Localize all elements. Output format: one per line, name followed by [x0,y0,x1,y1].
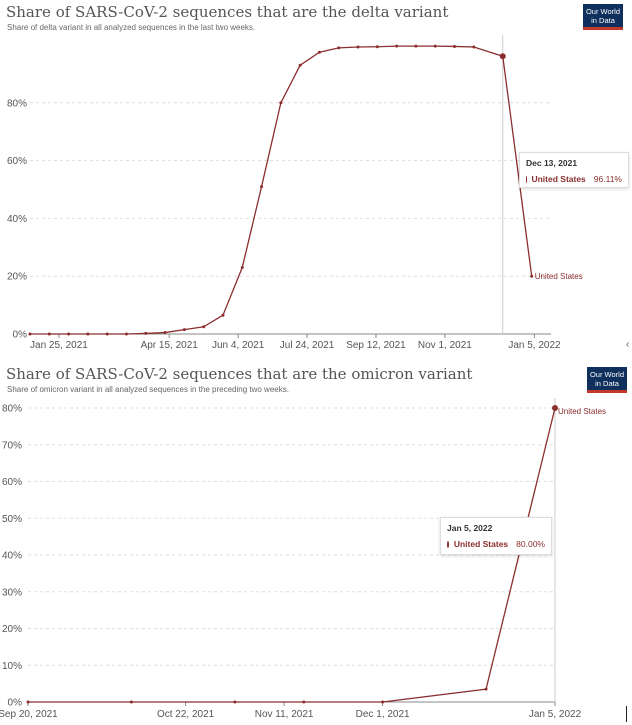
x-tick-label: Jan 5, 2022 [508,340,561,351]
y-tick-label: 60% [7,156,27,167]
hover-point [552,405,558,411]
omicron-line-chart[interactable]: 0% 10% 20% 30% 40% 50% 60% 70% 80% Sep 20, 2021 Oc… [0,362,632,725]
y-tick-label: 60% [2,477,22,488]
data-point [453,44,457,48]
x-tick-label: Apr 15, 2021 [141,340,199,351]
text-cursor [626,706,627,722]
series-end-label: United States [535,272,583,281]
data-point [67,332,71,336]
data-point [144,331,148,335]
x-tick-label: Jan 5, 2022 [529,709,582,720]
data-point [530,274,534,278]
x-tick-label: Sep 12, 2021 [346,340,406,351]
data-point [86,332,90,336]
x-tick-label: Nov 1, 2021 [418,340,472,351]
data-point [375,45,379,49]
data-point [472,45,476,49]
data-point [129,700,133,704]
x-tick-label: Nov 11, 2021 [255,709,314,720]
data-point [124,332,128,336]
tooltip-value: 96.11% [593,174,622,184]
y-tick-label: 0% [13,330,28,341]
chart-title: Share of SARS-CoV-2 sequences that are t… [6,365,473,383]
tooltip-date: Dec 13, 2021 [526,158,578,168]
x-tick-label: Sep 20, 2021 [0,709,58,720]
data-point [233,700,237,704]
x-tick-label: Dec 1, 2021 [356,709,410,720]
delta-line-chart[interactable]: 0% 20% 40% 60% 80% Jan 25, 2021 Apr 15, 2021 Ju… [0,0,632,358]
y-tick-label: 80% [7,98,27,109]
data-point [47,332,51,336]
y-tick-label: 10% [2,661,22,672]
series-line [30,45,533,335]
data-point [26,700,30,704]
y-tick-label: 80% [2,404,22,415]
series-color-dot [447,540,449,548]
data-point [484,687,488,691]
hover-point [499,53,506,60]
y-tick-label: 40% [2,551,22,562]
tooltip-value: 80.00% [516,539,545,549]
data-point [163,331,167,335]
data-point [433,44,437,48]
data-point [260,185,264,189]
x-tick-label: Oct 22, 2021 [157,709,215,720]
y-tick-label: 30% [2,587,22,598]
y-tick-label: 20% [7,272,27,283]
data-point [221,313,225,317]
data-point [240,266,244,270]
tooltip-series-name: United States [531,174,586,184]
chart-subtitle: Share of omicron variant in all analyzed… [7,385,289,394]
data-point [202,325,206,329]
x-tick-label: Jan 25, 2021 [30,340,88,351]
data-point [105,332,109,336]
y-tick-label: 40% [7,214,27,225]
x-tick-label: Jun 4, 2021 [212,340,265,351]
data-point [279,101,283,105]
logo-line-1: Our World [585,7,621,16]
logo-line-1: Our World [589,370,625,379]
tooltip-date: Jan 5, 2022 [447,523,493,533]
tooltip-series-name: United States [453,539,509,549]
data-point [298,63,302,67]
logo-line-2: in Data [595,379,619,388]
y-tick-label: 0% [8,698,23,709]
chevron-left-icon[interactable]: ‹ [626,339,630,350]
y-tick-label: 70% [2,440,22,451]
owid-logo[interactable]: Our World in Data [583,4,623,30]
owid-logo[interactable]: Our World in Data [587,367,627,393]
omicron-chart-panel: Share of SARS-CoV-2 sequences that are t… [0,362,632,725]
chart-title: Share of SARS-CoV-2 sequences that are t… [6,3,449,21]
logo-line-2: in Data [591,16,615,25]
chart-tooltip: Jan 5, 2022 United States 80.00% [440,517,552,555]
data-point [356,45,360,49]
data-point [381,700,385,704]
data-point [414,44,418,48]
data-point [302,700,306,704]
data-point [337,46,341,50]
series-end-label: United States [558,407,606,416]
data-point [182,328,186,332]
delta-chart-panel: Share of SARS-CoV-2 sequences that are t… [0,0,632,358]
data-point [317,50,321,54]
data-point [28,332,32,336]
x-tick-label: Jul 24, 2021 [280,340,335,351]
chart-tooltip: Dec 13, 2021 United States 96.11% [519,152,629,188]
data-point [395,44,399,48]
y-tick-label: 20% [2,624,22,635]
y-tick-label: 50% [2,514,22,525]
chart-subtitle: Share of delta variant in all analyzed s… [7,23,256,32]
